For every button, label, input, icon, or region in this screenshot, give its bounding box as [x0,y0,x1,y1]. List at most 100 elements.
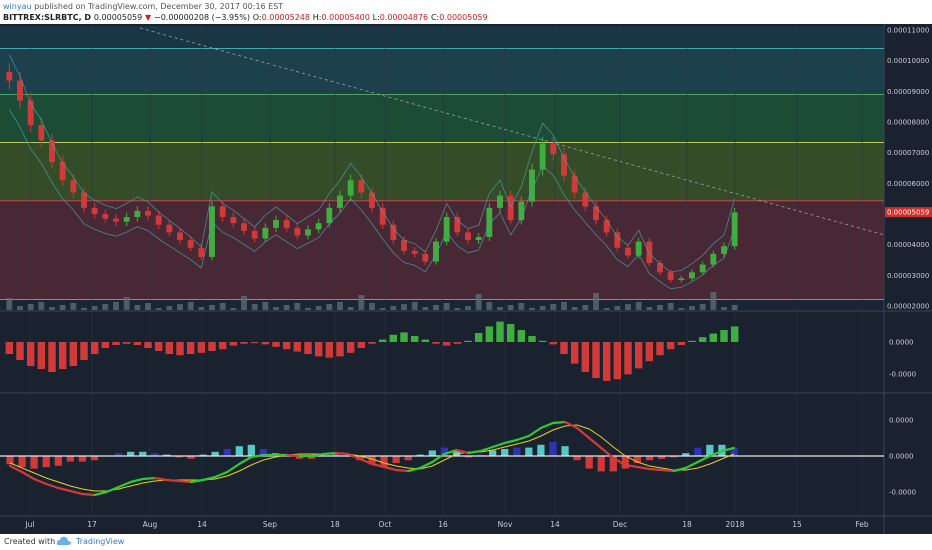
low-value: 0.00004876 [379,13,429,22]
histogram-bar [101,342,110,348]
volume-bar [721,307,727,310]
symbol-label[interactable]: BITTREX:SLRBTC, D [3,13,92,22]
volume-bar [582,305,589,310]
macd-line-segment [382,465,398,472]
open-value: 0.00005248 [261,13,310,22]
x-tick-label: Dec [613,520,628,529]
candle-body [38,125,45,141]
volume-bar [539,306,546,310]
candle-body [433,241,439,262]
macd-histogram-bar [30,456,38,469]
chart-canvas[interactable]: 0.00011000 0.00010000 0.00009000 0.00008000… [0,24,932,534]
histogram-bar [26,342,35,366]
histogram-bar [634,342,643,369]
chart-area[interactable]: 0.00011000 0.00010000 0.00009000 0.00008000… [0,24,932,534]
price-tick-label: 0.00003000 [887,272,929,280]
histogram-bar [261,342,270,345]
high-value: 0.00005400 [321,13,370,22]
candle-body [614,232,621,248]
macd-line-segment [551,420,567,425]
x-tick-label: 18 [682,520,692,529]
volume-bar [550,304,557,310]
histogram-bar [90,342,99,354]
macd-line-segment [141,476,156,481]
histogram-bar [48,342,56,372]
histogram-bar [112,342,120,345]
volume-bar [667,303,674,310]
volume-bar [497,307,503,310]
macd-histogram-bar [682,453,690,456]
histogram-bar [698,337,707,342]
histogram-bar [474,333,483,342]
publish-text: published on TradingView.com, December 3… [31,2,284,11]
author-link[interactable]: winyau [3,2,32,11]
candle-body [27,100,34,126]
macd-line-segment [177,479,193,484]
histogram-bar [122,342,131,344]
candle-body [603,220,610,233]
current-price-label: 0.00005059 [887,209,929,217]
macd-histogram-bar [151,453,159,456]
histogram-bar [250,342,259,344]
candle-body [411,250,418,254]
histogram-bar [293,342,302,352]
macd-histogram-bar [54,456,62,466]
macd-line-segment [8,464,24,474]
macd-line-segment [286,453,301,458]
macd-histogram-bar [392,456,400,463]
candle-body [209,206,215,257]
fib-zone [0,142,884,201]
macd-histogram-bar [549,442,557,456]
macd-histogram-bar [585,456,593,469]
macd-line-segment [153,476,168,482]
macd-histogram-bar [18,456,26,468]
volume-bar [678,308,685,310]
macd-histogram-bar [657,456,666,459]
macd-histogram-bar [380,456,388,468]
tradingview-brand[interactable]: TradingView [76,537,125,546]
histogram-bar [442,342,451,346]
macd-line-segment [491,441,506,449]
histogram-bar [176,342,184,356]
x-tick-label: 2018 [725,520,744,529]
macd-line-segment [576,426,591,440]
macd-line-segment [129,477,144,484]
volume-bar [27,304,34,310]
x-tick-label: Sep [263,520,277,529]
x-tick-label: Nov [498,520,513,529]
macd-histogram-bar [187,456,195,459]
macd-histogram-bar [633,456,642,463]
macd-line-segment [696,454,711,464]
candle-body [294,227,301,236]
macd-histogram-bar [706,444,714,456]
created-with-text: Created with [4,537,56,546]
macd-line-segment [563,420,579,430]
volume-bar [486,302,493,310]
macd-histogram-bar [247,444,255,456]
macd-line-segment [250,453,265,459]
bollinger-upper [8,54,736,273]
volume-bar [145,303,151,310]
candle-body [6,71,13,81]
candle-body [102,214,109,219]
histogram-bar [485,326,494,342]
x-tick-label: Jul [24,520,34,529]
macd-histogram-bar [295,456,304,459]
candle-body [710,253,717,265]
candle-body [326,207,333,224]
macd-histogram-bar [501,449,509,456]
histogram-bar [133,342,142,345]
histogram-bar [389,334,398,342]
histogram-bar [197,342,206,353]
macd-line-segment [81,492,96,497]
histogram-tick-label: -0.0000 [889,371,916,379]
histogram-bar [688,340,696,342]
volume-bar [294,303,301,310]
fib-zone [0,48,884,95]
macd-histogram-bar [670,456,678,458]
histogram-bar [570,342,579,364]
volume-bar [241,296,247,310]
macd-histogram-bar [621,456,629,469]
histogram-bar [229,342,238,346]
macd-tick-label: 0.0000 [889,417,914,425]
